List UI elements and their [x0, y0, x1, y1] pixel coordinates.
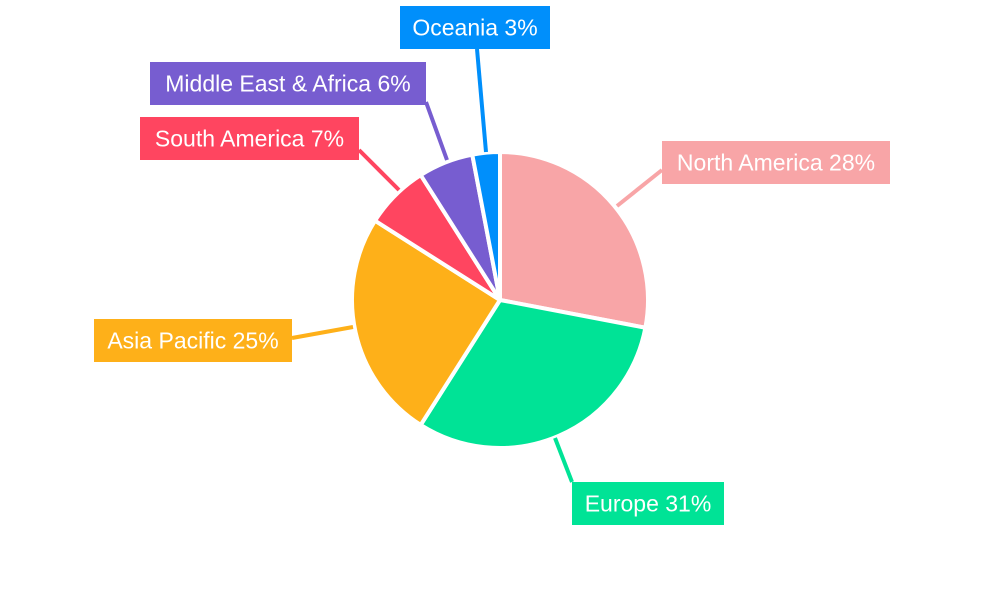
leader-lines — [291, 48, 664, 483]
slice-label-asia-pacific: Asia Pacific 25% — [94, 319, 292, 362]
pie-slice-asia-pacific[interactable] — [350, 218, 502, 427]
leader-line-south-america — [357, 148, 401, 192]
slice-label-text: Oceania 3% — [412, 15, 537, 41]
slice-label-box — [662, 141, 890, 184]
slice-labels: North America 28% Europe 31% Asia Pacific … — [94, 6, 890, 525]
slice-label-box — [150, 62, 426, 105]
leader-line-oceania — [475, 48, 488, 153]
slice-label-text: Middle East & Africa 6% — [165, 71, 410, 97]
leader-line-middle-east-and-africa — [424, 101, 449, 161]
slice-label-text: North America 28% — [677, 150, 875, 176]
slice-label-text: Europe 31% — [585, 491, 712, 517]
pie-slice-north-america[interactable] — [498, 150, 650, 330]
pie-slices — [350, 150, 650, 450]
slice-label-europe: Europe 31% — [572, 482, 724, 525]
leader-line-north-america — [615, 168, 664, 208]
slice-label-oceania: Oceania 3% — [400, 6, 550, 49]
slice-label-north-america: North America 28% — [662, 141, 890, 184]
slice-label-box — [572, 482, 724, 525]
slice-label-text: South America 7% — [155, 126, 344, 152]
leader-line-europe — [553, 437, 574, 483]
slice-label-box — [140, 117, 359, 160]
slice-label-middle-east-and-africa: Middle East & Africa 6% — [150, 62, 426, 105]
leader-line-asia-pacific — [291, 325, 354, 340]
slice-label-box — [400, 6, 550, 49]
slice-label-south-america: South America 7% — [140, 117, 359, 160]
slice-label-text: Asia Pacific 25% — [107, 328, 278, 354]
slice-label-box — [94, 319, 292, 362]
pie-slice-oceania[interactable] — [470, 150, 502, 302]
